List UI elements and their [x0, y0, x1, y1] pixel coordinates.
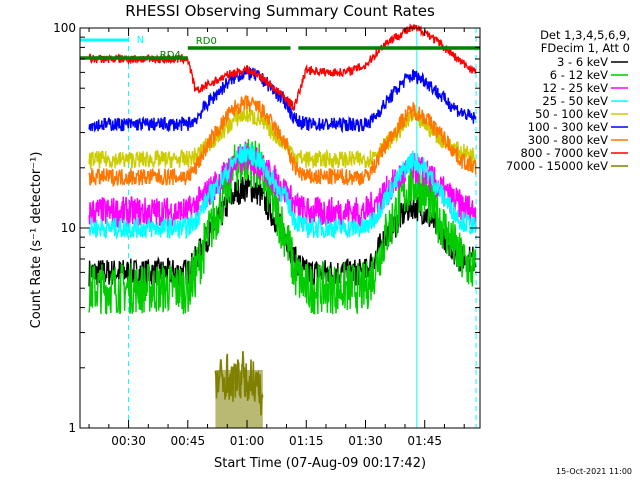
legend-label-3-6-kev: 3 - 6 keV — [557, 55, 608, 69]
series-line-300-800-kev — [88, 94, 477, 188]
x-axis-label: Start Time (07-Aug-09 00:17:42) — [214, 456, 426, 471]
series-7000-15000-kev — [214, 351, 264, 428]
series-300-800-kev — [88, 94, 477, 188]
series-line-25-50-kev — [88, 143, 477, 240]
series-800-7000-kev — [88, 23, 477, 111]
footer-timestamp: 15-Oct-2021 11:00 — [556, 467, 632, 476]
legend-label-300-800-kev: 300 - 800 keV — [528, 133, 608, 147]
legend-label-50-100-kev: 50 - 100 keV — [535, 107, 608, 121]
series-25-50-kev — [88, 143, 477, 240]
y-tick-label-2: 100 — [53, 21, 76, 35]
annotation-bars: N RD4 RD0 — [80, 35, 480, 61]
series-fill-7000-15000-kev — [215, 369, 263, 428]
x-tick-label-4: 01:30 — [348, 434, 383, 448]
legend-label-7000-15000-kev: 7000 - 15000 keV — [506, 159, 608, 173]
legend-header-line-1: Det 1,3,4,5,6,9, — [540, 28, 630, 42]
status-label-0: RD4 — [160, 50, 181, 61]
legend-label-12-25-kev: 12 - 25 keV — [542, 81, 608, 95]
x-tick-label-0: 00:30 — [111, 434, 146, 448]
series-line-100-300-kev — [88, 65, 477, 134]
x-tick-label-3: 01:15 — [289, 434, 324, 448]
y-axis-label: Count Rate (s⁻¹ detector⁻¹) — [29, 152, 44, 329]
axes: 00:30 00:45 01:00 01:15 01:30 01:45 1 10 100 — [53, 21, 481, 448]
y-tick-label-0: 1 — [68, 421, 76, 435]
status-label-1: RD0 — [196, 36, 217, 47]
legend-label-25-50-kev: 25 - 50 keV — [542, 94, 608, 108]
x-tick-label-1: 00:45 — [171, 434, 206, 448]
chart-title: RHESSI Observing Summary Count Rates — [125, 2, 435, 20]
x-tick-label-2: 01:00 — [230, 434, 265, 448]
series-6-12-kev — [88, 139, 477, 315]
series-100-300-kev — [88, 65, 477, 134]
series-line-6-12-kev — [88, 139, 477, 315]
series-line-800-7000-kev — [88, 23, 477, 111]
marker-label-0: N — [137, 35, 144, 46]
legend: Det 1,3,4,5,6,9, FDecim 1, Att 0 3 - 6 k… — [506, 28, 630, 173]
legend-label-800-7000-kev: 800 - 7000 keV — [520, 146, 608, 160]
legend-label-100-300-kev: 100 - 300 keV — [528, 120, 608, 134]
y-tick-label-1: 10 — [61, 221, 76, 235]
x-tick-label-5: 01:45 — [407, 434, 442, 448]
legend-header-line-2: FDecim 1, Att 0 — [541, 41, 630, 55]
series-group — [88, 23, 477, 428]
legend-label-6-12-kev: 6 - 12 keV — [550, 68, 608, 82]
